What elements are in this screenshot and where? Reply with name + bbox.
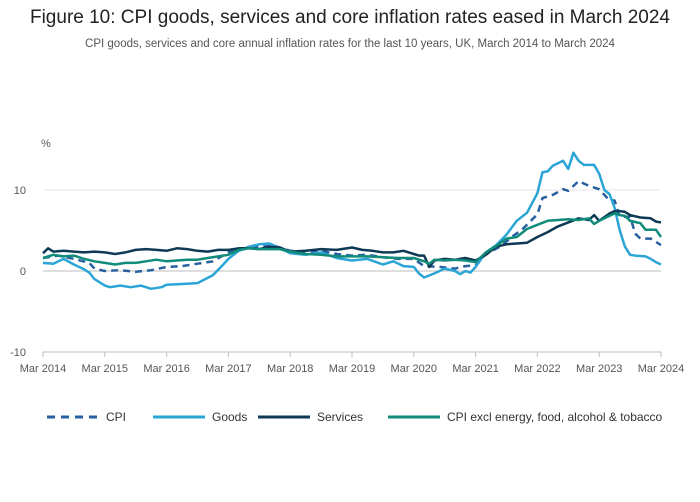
legend-label: Goods: [212, 410, 247, 424]
chart-title: Figure 10: CPI goods, services and core …: [29, 7, 671, 28]
x-tick-label: Mar 2024: [638, 363, 684, 375]
legend-label: CPI excl energy, food, alcohol & tobacco: [447, 410, 663, 424]
x-tick-label: Mar 2019: [329, 363, 375, 375]
x-tick-label: Mar 2021: [452, 363, 498, 375]
y-tick-label: -10: [10, 347, 26, 359]
x-tick-label: Mar 2022: [514, 363, 560, 375]
chart-subtitle: CPI goods, services and core annual infl…: [85, 38, 615, 50]
x-tick-label: Mar 2023: [576, 363, 622, 375]
x-tick-label: Mar 2020: [391, 363, 437, 375]
series-line-cpi: [42, 179, 662, 274]
x-tick-label: Mar 2017: [205, 363, 251, 375]
x-tick-label: Mar 2018: [267, 363, 313, 375]
series-line-cpi-excl-energy-food-alcohol-tobacco: [42, 212, 663, 266]
y-axis-label: %: [41, 138, 51, 150]
x-tick-label: Mar 2014: [20, 363, 66, 375]
legend-label: Services: [317, 410, 363, 424]
axes: -10 0 10% Mar 2014 Mar 2015 Mar 2016 Mar 2017 M…: [10, 138, 684, 375]
y-tick-label: 10: [14, 185, 26, 197]
legend: CPI Goods Services CPI excl energy, food, a…: [47, 410, 663, 424]
y-tick-label: 0: [20, 266, 26, 278]
series-line-goods: [42, 151, 662, 291]
legend-label: CPI: [106, 410, 126, 424]
series-lines: [42, 151, 663, 291]
x-tick-label: Mar 2015: [82, 363, 128, 375]
x-tick-label: Mar 2016: [143, 363, 189, 375]
